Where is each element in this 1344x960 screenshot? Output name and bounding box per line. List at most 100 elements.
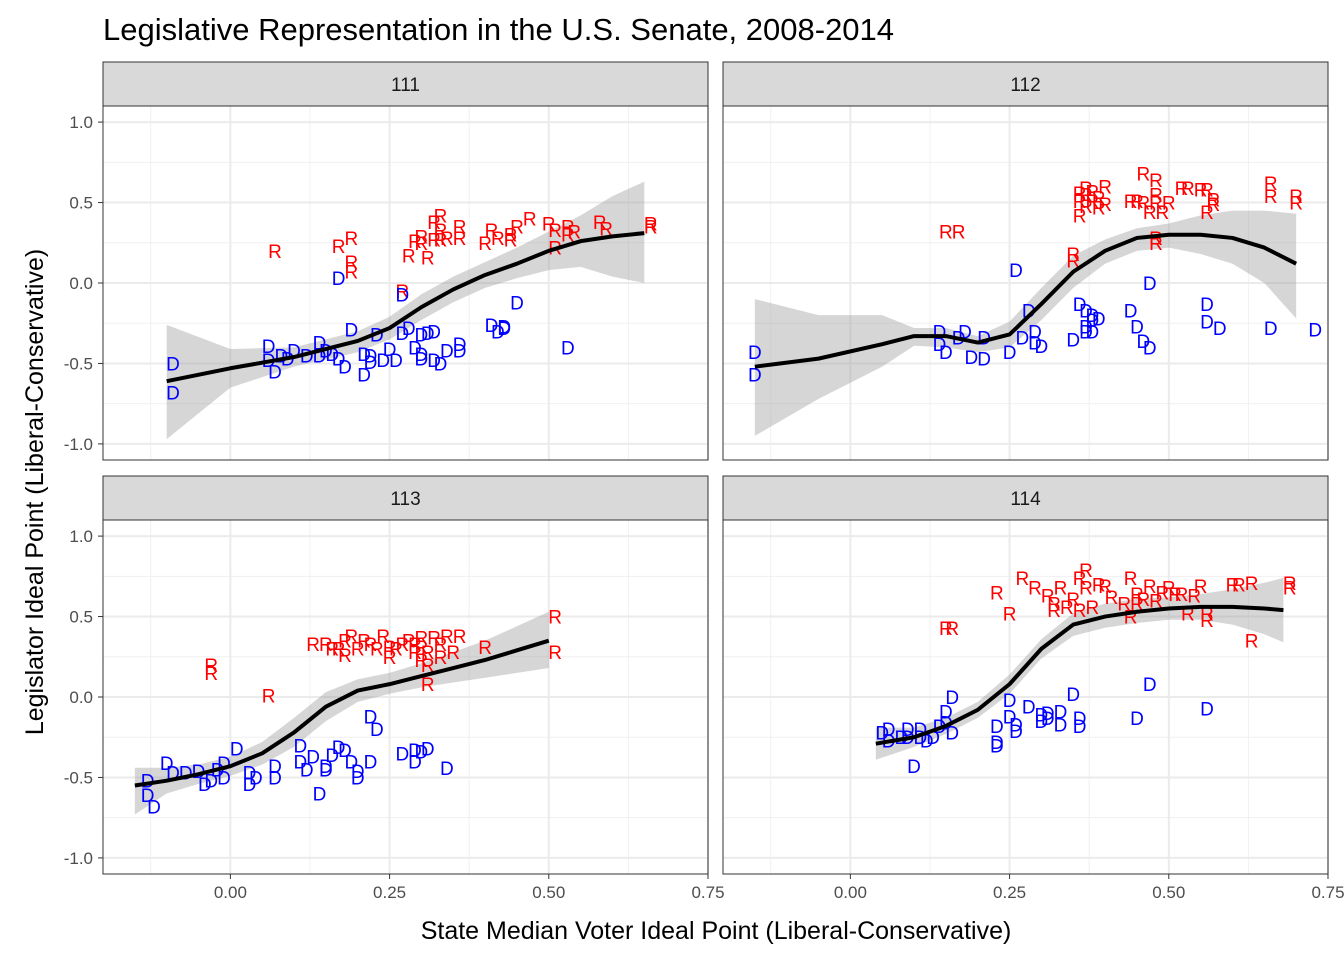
point-label-D: D [395,744,409,765]
point-label-R: R [325,640,339,661]
point-label-R: R [440,229,454,250]
point-label-D: D [1073,717,1087,738]
point-label-D: D [395,324,409,345]
point-label-D: D [1009,715,1023,736]
point-label-R: R [383,648,397,669]
point-label-D: D [1130,709,1144,730]
point-label-D: D [933,335,947,356]
point-label-R: R [1136,590,1150,611]
point-label-D: D [243,764,257,785]
point-label-R: R [561,226,575,247]
point-label-R: R [990,583,1004,604]
facet-strip [102,61,709,107]
point-label-D: D [402,319,416,340]
point-label-R: R [1086,192,1100,213]
point-label-D: D [945,688,959,709]
point-label-D: D [427,351,441,372]
point-label-R: R [446,643,460,664]
point-label-R: R [945,619,959,640]
point-label-D: D [939,702,953,723]
point-label-D: D [1022,698,1036,719]
confidence-band [754,210,1297,436]
point-label-R: R [939,619,953,640]
point-label-R: R [204,664,218,685]
point-label-R: R [561,218,575,239]
smooth-line [754,232,1298,369]
point-label-R: R [1079,186,1093,207]
point-label-R: R [427,628,441,649]
point-label-D: D [345,752,359,773]
point-label-D: D [939,343,953,364]
point-label-R: R [383,638,397,659]
point-label-R: R [1086,598,1100,619]
point-label-R: R [453,229,467,250]
point-label-R: R [478,638,492,659]
point-label-R: R [415,234,429,255]
point-label-R: R [1073,184,1087,205]
point-label-D: D [965,348,979,369]
point-label-D: D [1003,707,1017,728]
y-tick-label: -1.0 [64,849,93,868]
point-label-D: D [294,736,308,757]
point-label-R: R [332,640,346,661]
point-label-D: D [1079,322,1093,343]
point-label-D: D [345,321,359,342]
point-label-D: D [306,748,320,769]
point-label-R: R [1162,194,1176,215]
point-label-D: D [1015,329,1029,350]
point-label-R: R [421,675,435,696]
point-label-R: R [1060,598,1074,619]
point-label-R: R [1149,229,1163,250]
point-label-R: R [1079,197,1093,218]
y-axis-title: Legislator Ideal Point (Liberal-Conserva… [21,249,49,735]
confidence-band [875,577,1284,760]
point-label-R: R [1283,574,1297,595]
point-label-R: R [542,214,556,235]
point-label-D: D [243,775,257,796]
point-label-D: D [262,337,276,358]
x-tick-label: 0.25 [373,883,406,902]
point-label-R: R [1143,577,1157,598]
point-label-R: R [1073,601,1087,622]
point-label-D: D [325,746,339,767]
point-label-D: D [1200,295,1214,316]
point-label-R: R [306,635,320,656]
point-label-R: R [1092,189,1106,210]
point-label-R: R [204,656,218,677]
point-label-R: R [1117,595,1131,616]
point-label-D: D [882,720,896,741]
point-label-R: R [1245,574,1259,595]
point-label-D: D [1124,301,1138,322]
point-label-D: D [1086,311,1100,332]
point-label-D: D [440,342,454,363]
point-label-R: R [338,646,352,667]
x-tick-label: 0.50 [1152,883,1185,902]
point-label-R: R [1098,195,1112,216]
point-label-R: R [1130,585,1144,606]
point-label-D: D [300,760,314,781]
y-tick-label: 0.5 [69,194,93,213]
point-label-R: R [1028,579,1042,600]
point-label-D: D [408,752,422,773]
point-label-D: D [415,345,429,366]
point-label-R: R [1054,579,1068,600]
point-label-R: R [1079,179,1093,200]
point-label-D: D [364,707,378,728]
point-label-D: D [364,752,378,773]
point-label-D: D [357,345,371,366]
point-label-R: R [485,221,499,242]
point-label-D: D [497,319,511,340]
point-label-R: R [1175,585,1189,606]
point-label-R: R [1200,611,1214,632]
point-label-D: D [1041,704,1055,725]
point-label-D: D [427,322,441,343]
point-label-R: R [1207,190,1221,211]
point-label-R: R [364,635,378,656]
chart-title: Legislative Representation in the U.S. S… [103,12,894,47]
point-label-R: R [1149,591,1163,612]
point-label-D: D [748,366,762,387]
point-label-R: R [1066,590,1080,611]
point-label-R: R [434,231,448,252]
panel-border [722,105,1329,461]
